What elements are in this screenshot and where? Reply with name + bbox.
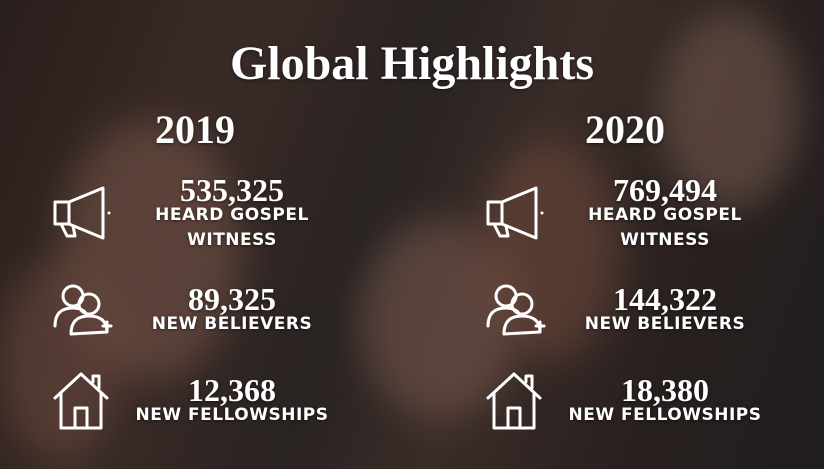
stat-value: 89,325 [188,281,276,317]
stat-icon [53,372,109,430]
stat-label: NEW FELLOWSHIPS [135,405,329,425]
background-shape [660,10,800,210]
stat-icon [53,284,113,336]
stat-label: HEARD GOSPEL WITNESS [155,205,309,250]
stat-label: HEARD GOSPEL WITNESS [588,205,742,250]
stat-label: NEW FELLOWSHIPS [568,405,762,425]
stat-icon [486,372,542,430]
stat-label: NEW BELIEVERS [151,314,313,334]
stat-value: 144,322 [613,281,717,317]
year-heading: 2020 [585,107,665,152]
stat-label: NEW BELIEVERS [584,314,746,334]
year-heading: 2019 [155,107,235,152]
title: Global Highlights [229,37,595,90]
stat-icon [486,284,546,336]
stat-icon [486,186,544,240]
stat-value: 18,380 [621,372,709,408]
stat-icon [53,186,111,240]
background-shape [480,140,620,360]
stat-value: 12,368 [188,372,276,408]
stat-value: 535,325 [180,172,284,208]
stat-value: 769,494 [613,172,717,208]
